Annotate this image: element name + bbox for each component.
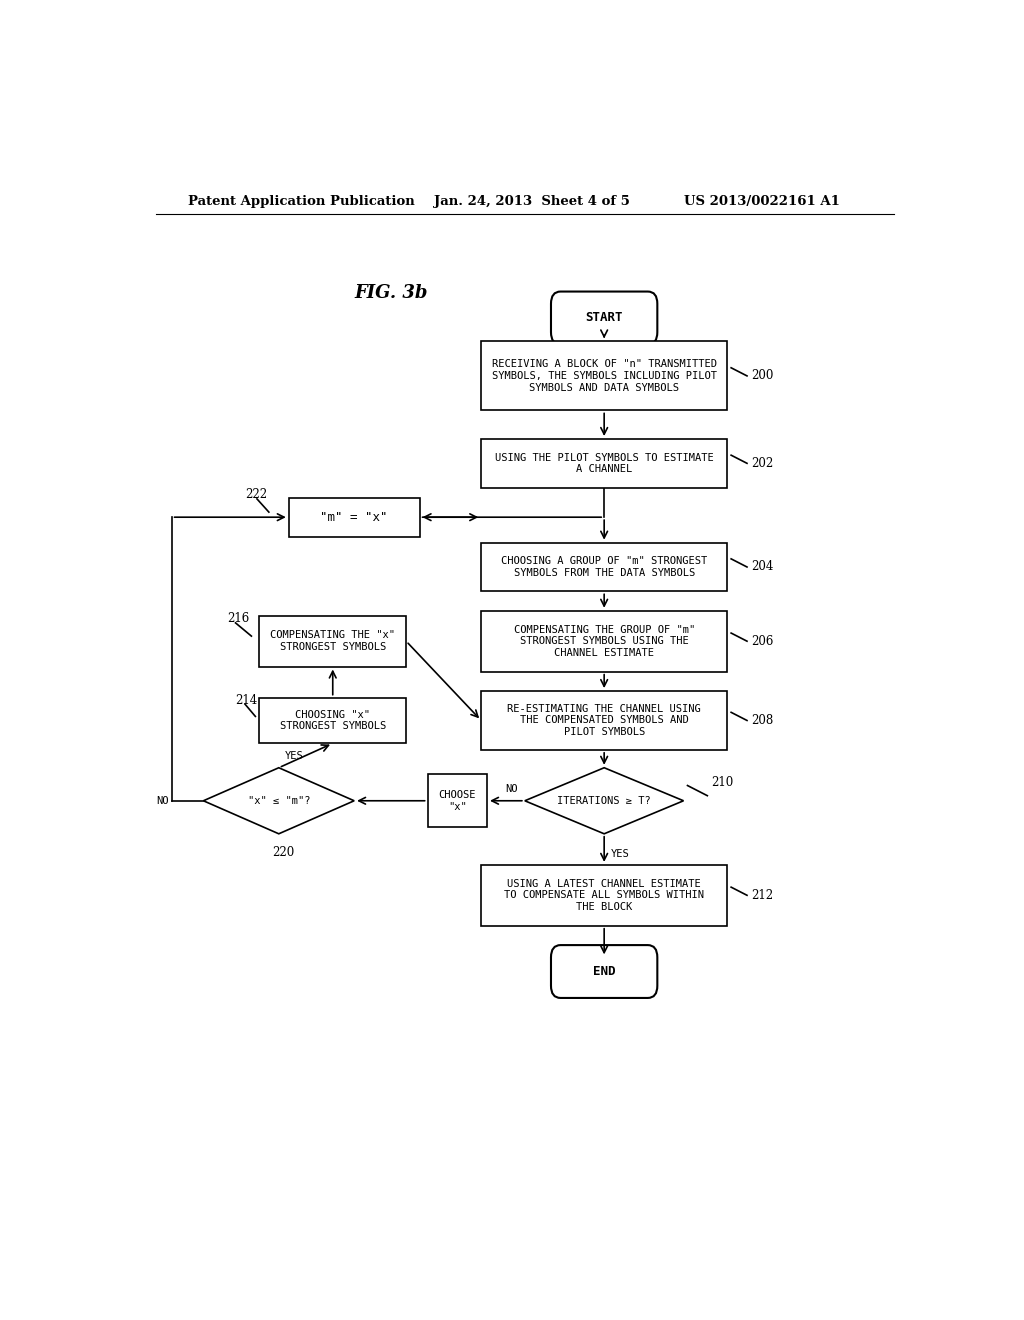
FancyBboxPatch shape <box>259 697 407 743</box>
FancyBboxPatch shape <box>481 690 727 750</box>
Text: 206: 206 <box>751 635 773 648</box>
FancyBboxPatch shape <box>259 615 407 667</box>
FancyBboxPatch shape <box>481 611 727 672</box>
FancyBboxPatch shape <box>481 865 727 925</box>
Text: USING THE PILOT SYMBOLS TO ESTIMATE
A CHANNEL: USING THE PILOT SYMBOLS TO ESTIMATE A CH… <box>495 453 714 474</box>
Text: 220: 220 <box>272 846 295 858</box>
FancyBboxPatch shape <box>481 543 727 591</box>
Text: "m" = "x": "m" = "x" <box>321 511 388 524</box>
Polygon shape <box>524 768 684 834</box>
Text: CHOOSE
"x": CHOOSE "x" <box>438 789 476 812</box>
Text: "x" ≤ "m"?: "x" ≤ "m"? <box>248 796 310 805</box>
Text: 200: 200 <box>751 370 773 383</box>
Text: 222: 222 <box>245 488 267 502</box>
FancyBboxPatch shape <box>481 440 727 487</box>
Text: Jan. 24, 2013  Sheet 4 of 5: Jan. 24, 2013 Sheet 4 of 5 <box>433 194 630 207</box>
FancyBboxPatch shape <box>551 945 657 998</box>
Text: 204: 204 <box>751 561 773 573</box>
Text: 212: 212 <box>751 888 773 902</box>
Text: END: END <box>593 965 615 978</box>
Text: YES: YES <box>285 751 304 760</box>
Text: USING A LATEST CHANNEL ESTIMATE
TO COMPENSATE ALL SYMBOLS WITHIN
THE BLOCK: USING A LATEST CHANNEL ESTIMATE TO COMPE… <box>504 879 705 912</box>
Polygon shape <box>204 768 354 834</box>
Text: YES: YES <box>610 849 630 859</box>
Text: CHOOSING "x"
STRONGEST SYMBOLS: CHOOSING "x" STRONGEST SYMBOLS <box>280 710 386 731</box>
Text: RECEIVING A BLOCK OF "n" TRANSMITTED
SYMBOLS, THE SYMBOLS INCLUDING PILOT
SYMBOL: RECEIVING A BLOCK OF "n" TRANSMITTED SYM… <box>492 359 717 392</box>
Text: 214: 214 <box>236 693 258 706</box>
FancyBboxPatch shape <box>481 342 727 411</box>
FancyBboxPatch shape <box>289 498 420 536</box>
Text: CHOOSING A GROUP OF "m" STRONGEST
SYMBOLS FROM THE DATA SYMBOLS: CHOOSING A GROUP OF "m" STRONGEST SYMBOL… <box>501 556 708 578</box>
Text: 202: 202 <box>751 457 773 470</box>
FancyBboxPatch shape <box>428 775 487 828</box>
Text: COMPENSATING THE "x"
STRONGEST SYMBOLS: COMPENSATING THE "x" STRONGEST SYMBOLS <box>270 631 395 652</box>
Text: US 2013/0022161 A1: US 2013/0022161 A1 <box>684 194 840 207</box>
FancyBboxPatch shape <box>551 292 657 345</box>
Text: NO: NO <box>505 784 517 793</box>
Text: Patent Application Publication: Patent Application Publication <box>187 194 415 207</box>
Text: COMPENSATING THE GROUP OF "m"
STRONGEST SYMBOLS USING THE
CHANNEL ESTIMATE: COMPENSATING THE GROUP OF "m" STRONGEST … <box>513 624 695 657</box>
Text: RE-ESTIMATING THE CHANNEL USING
THE COMPENSATED SYMBOLS AND
PILOT SYMBOLS: RE-ESTIMATING THE CHANNEL USING THE COMP… <box>507 704 701 737</box>
Text: NO: NO <box>156 796 168 805</box>
Text: ITERATIONS ≥ T?: ITERATIONS ≥ T? <box>557 796 651 805</box>
Text: START: START <box>586 312 623 325</box>
Text: 208: 208 <box>751 714 773 727</box>
Text: 216: 216 <box>227 612 250 626</box>
Text: 210: 210 <box>712 776 733 789</box>
Text: FIG. 3b: FIG. 3b <box>354 284 428 301</box>
